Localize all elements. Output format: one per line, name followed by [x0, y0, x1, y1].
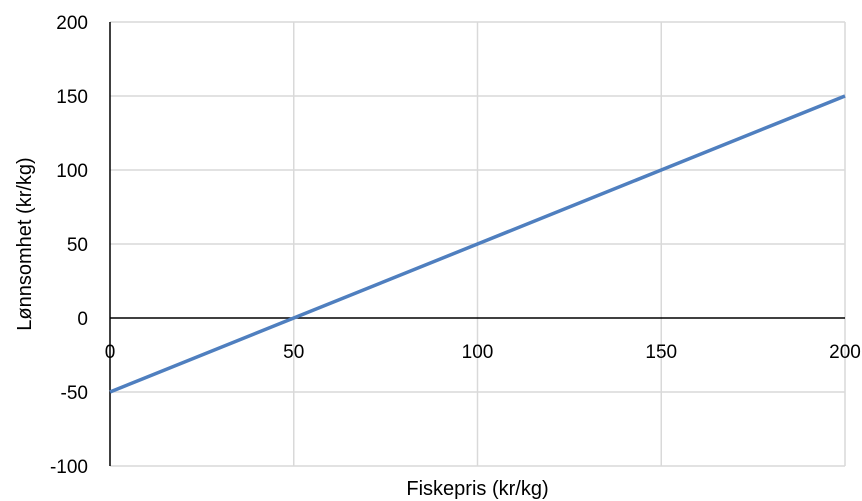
y-tick-label: 0 [77, 309, 88, 330]
x-tick-label: 100 [462, 342, 494, 363]
y-tick-label: 50 [67, 235, 88, 256]
x-tick-label: 200 [829, 342, 861, 363]
tick-labels: -100 -50 0 50 100 150 200 0 50 100 150 200 [50, 13, 861, 478]
x-axis-title: Fiskepris (kr/kg) [406, 478, 548, 500]
gridlines [110, 21, 846, 467]
series-line [109, 94, 846, 394]
y-tick-label: 100 [56, 161, 88, 182]
x-tick-label: 0 [105, 342, 116, 363]
y-axis-title: Lønnsomhet (kr/kg) [14, 157, 36, 330]
y-tick-label: -50 [61, 383, 88, 404]
x-tick-label: 50 [283, 342, 304, 363]
y-tick-label: -100 [50, 457, 88, 478]
y-tick-label: 200 [56, 13, 88, 34]
x-tick-label: 150 [645, 342, 677, 363]
y-tick-label: 150 [56, 87, 88, 108]
series-layer [109, 94, 846, 394]
